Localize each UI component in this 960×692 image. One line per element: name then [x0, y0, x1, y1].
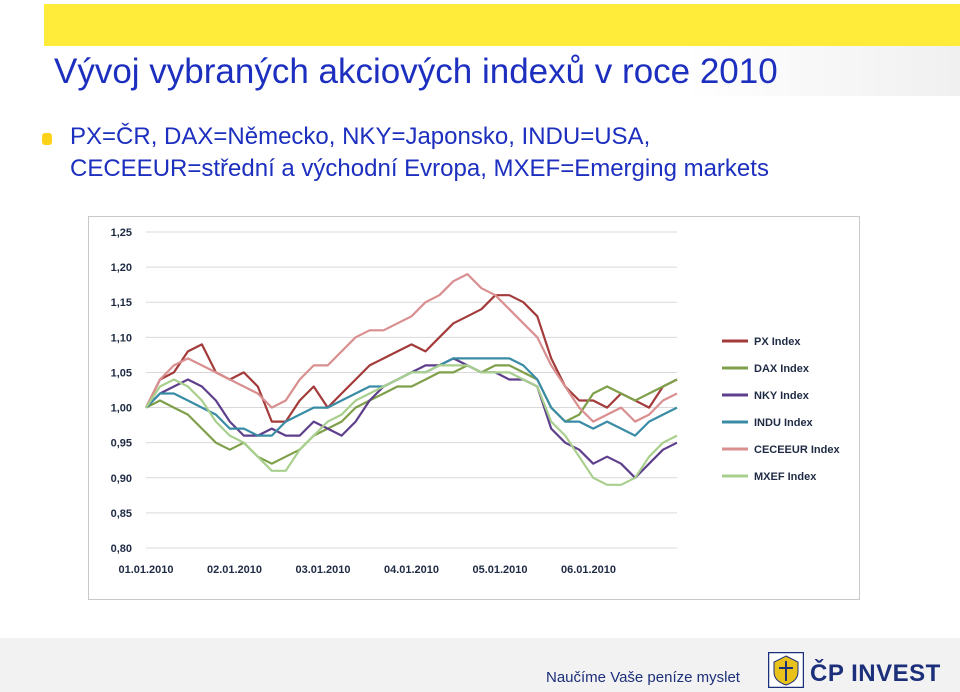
chart-series — [145, 272, 678, 486]
legend-label: PX Index — [754, 336, 801, 348]
y-tick-label: 0,85 — [111, 508, 132, 520]
y-tick-label: 0,80 — [111, 543, 132, 555]
x-tick-label: 06.01.2010 — [561, 564, 616, 576]
line-chart: 1,25 1,20 1,15 1,10 1,05 1,00 0,95 0,90 0,85 0,80… — [111, 227, 841, 576]
bullet-line-2: CECEEUR=střední a východní Evropa, MXEF=… — [70, 155, 769, 182]
y-axis-ticks: 1,25 1,20 1,15 1,10 1,05 1,00 0,95 0,90 0,85 0,80 — [111, 227, 132, 555]
series-line-dax-index — [145, 364, 678, 465]
chart-grid — [146, 231, 677, 549]
x-tick-label: 01.01.2010 — [118, 564, 173, 576]
footer-slogan: Naučíme Vaše peníze myslet — [546, 669, 740, 686]
bullet-text: PX=ČR, DAX=Německo, NKY=Japonsko, INDU=U… — [70, 121, 940, 185]
series-line-mxef-index — [145, 364, 678, 486]
y-tick-label: 1,20 — [111, 262, 132, 274]
x-tick-label: 04.01.2010 — [384, 564, 439, 576]
header-accent-bar — [44, 4, 960, 46]
y-tick-label: 1,10 — [111, 332, 132, 344]
y-tick-label: 1,00 — [111, 403, 132, 415]
brand-seal-icon — [768, 652, 804, 688]
y-tick-label: 0,90 — [111, 473, 132, 485]
x-tick-label: 05.01.2010 — [472, 564, 527, 576]
legend-label: INDU Index — [754, 417, 814, 429]
series-line-indu-index — [145, 357, 678, 437]
series-line-ceceeur-index — [145, 272, 678, 423]
title-band — [44, 46, 960, 96]
x-tick-label: 03.01.2010 — [295, 564, 350, 576]
y-tick-label: 1,15 — [111, 297, 132, 309]
chart-legend: PX Index DAX Index NKY Index INDU Index CECE… — [722, 336, 840, 483]
y-tick-label: 0,95 — [111, 438, 132, 450]
bullet-icon — [42, 133, 52, 145]
series-line-px-index — [145, 294, 678, 423]
legend-label: CECEEUR Index — [754, 444, 840, 456]
legend-label: DAX Index — [754, 363, 810, 375]
legend-label: NKY Index — [754, 390, 810, 402]
x-axis-ticks: 01.01.2010 02.01.2010 03.01.2010 04.01.2010… — [118, 564, 616, 576]
y-tick-label: 1,05 — [111, 367, 132, 379]
bullet-line-1: PX=ČR, DAX=Německo, NKY=Japonsko, INDU=U… — [70, 123, 651, 150]
brand-logo-text: ČP INVEST — [810, 660, 941, 687]
y-tick-label: 1,25 — [111, 227, 132, 239]
slide-title: Vývoj vybraných akciových indexů v roce … — [54, 52, 778, 91]
x-tick-label: 02.01.2010 — [207, 564, 262, 576]
legend-label: MXEF Index — [754, 471, 817, 483]
chart-frame: 1,25 1,20 1,15 1,10 1,05 1,00 0,95 0,90 0,85 0,80… — [88, 216, 860, 600]
